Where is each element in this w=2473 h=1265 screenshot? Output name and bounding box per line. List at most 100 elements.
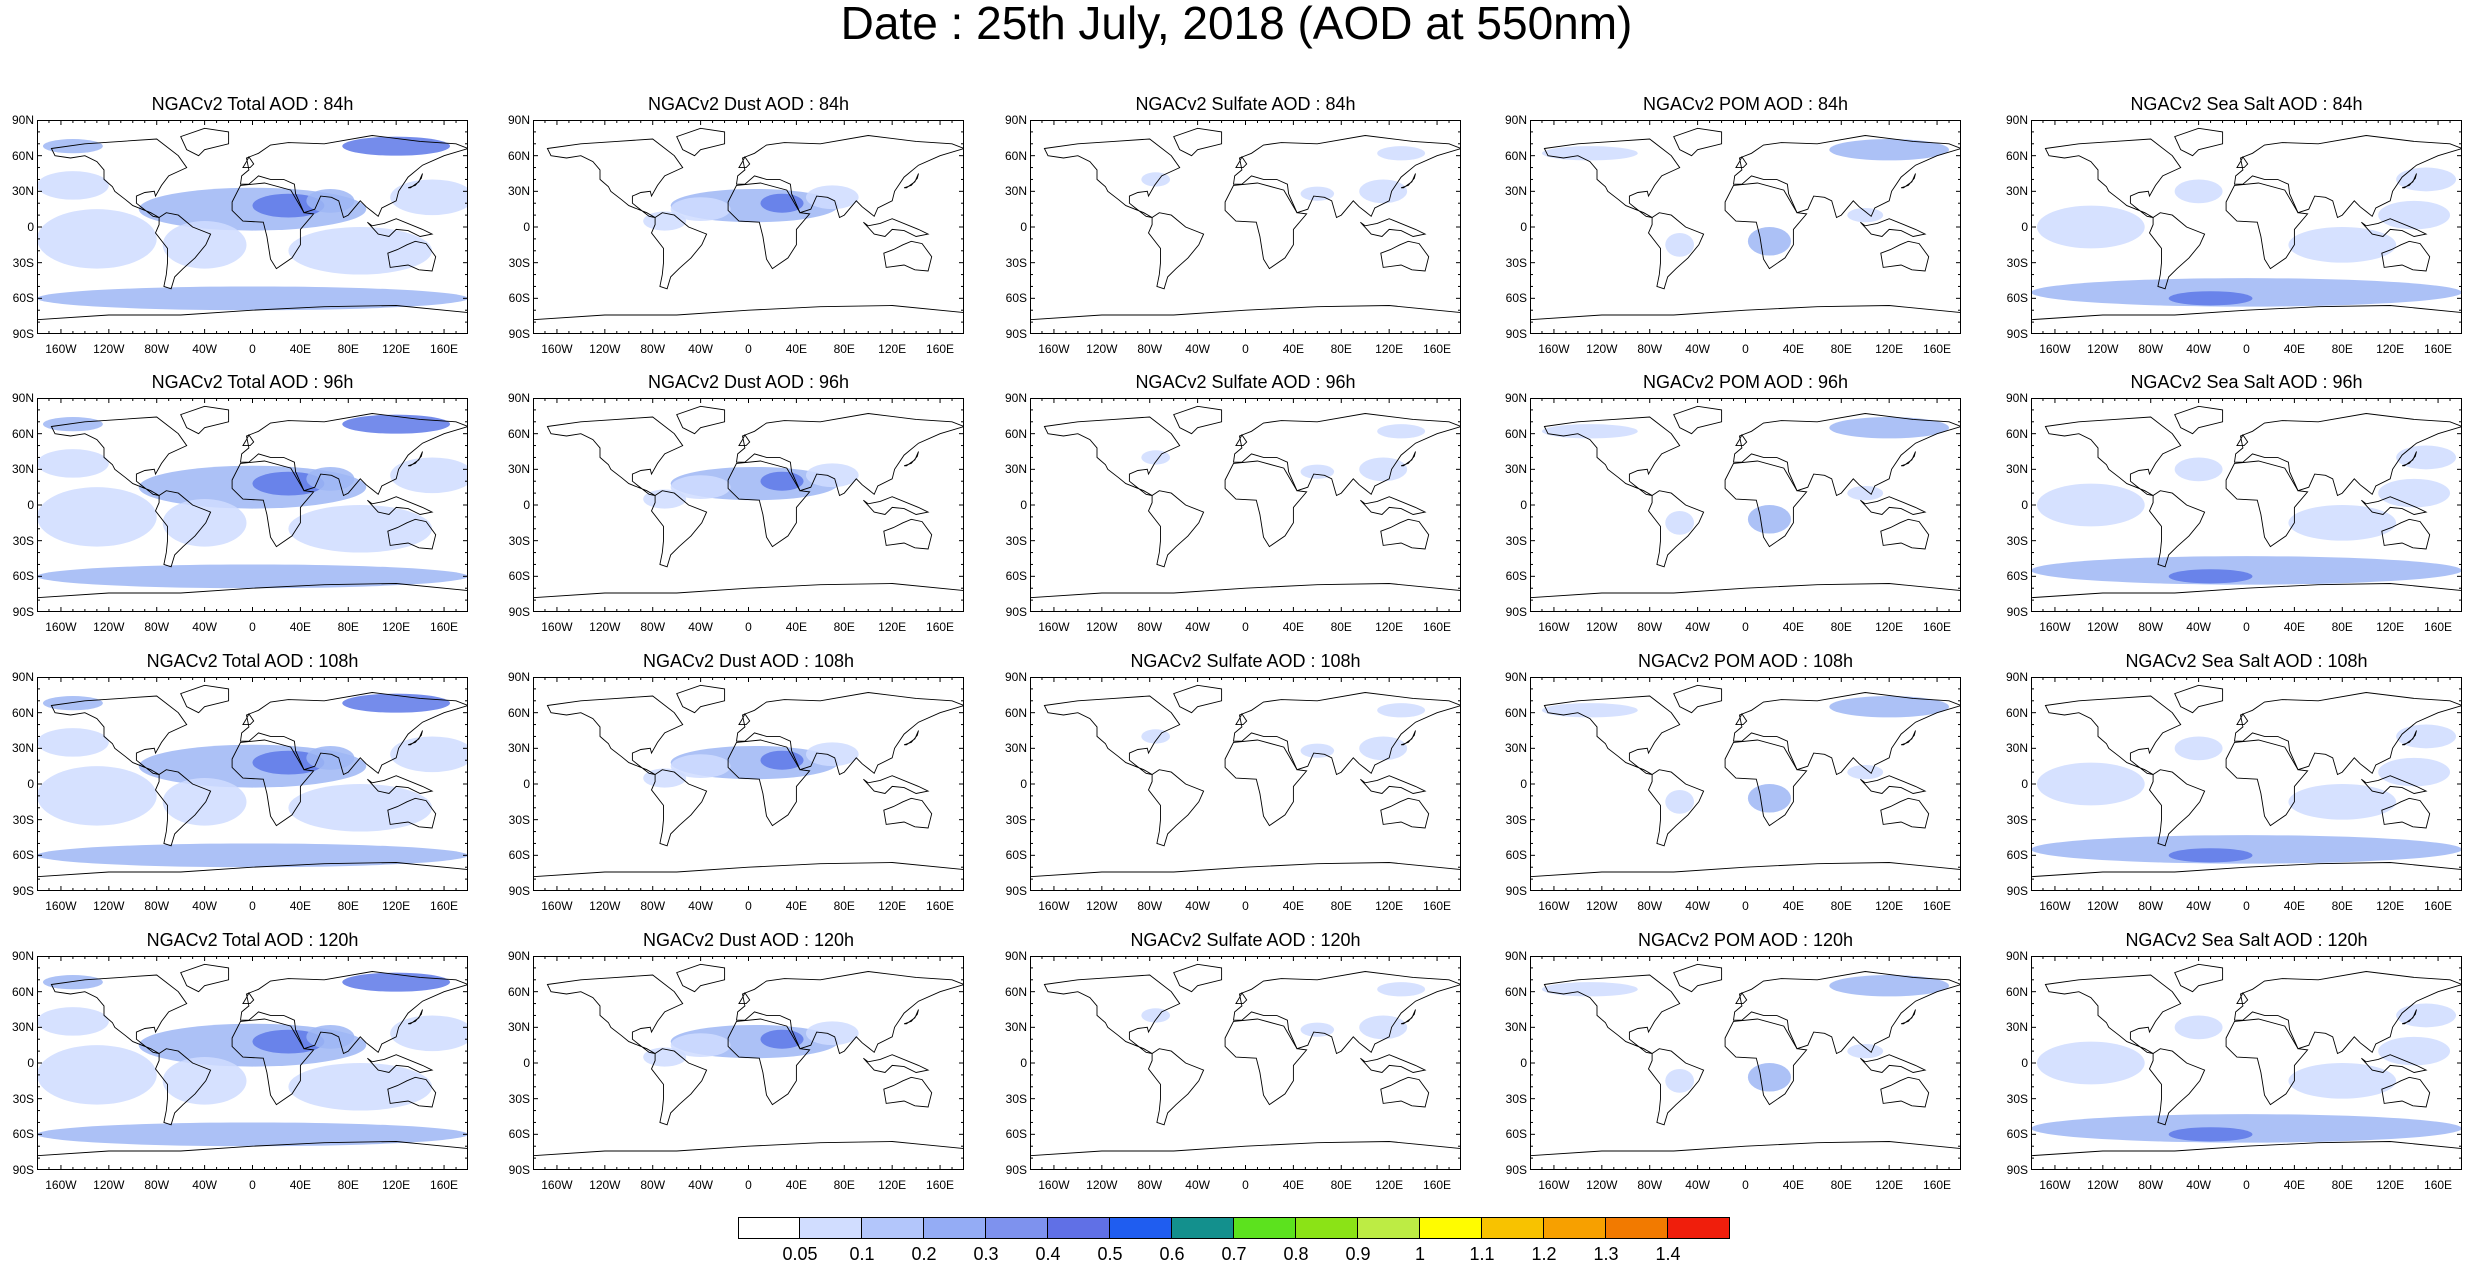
- lon-tick-label: 120E: [1875, 899, 1904, 913]
- colorbar-label: 0.3: [973, 1244, 999, 1264]
- lat-tick-label: 90S: [12, 1163, 34, 1177]
- coastline: [2044, 695, 2182, 775]
- coastline: [2174, 127, 2224, 157]
- lat-tick-label: 30S: [2006, 533, 2028, 548]
- coastline: [533, 862, 964, 891]
- lon-tick-label: 40W: [192, 1178, 217, 1192]
- panel-title: NGACv2 Sea Salt AOD : 108h: [2125, 651, 2368, 671]
- coastline: [407, 451, 423, 467]
- coastline: [50, 416, 188, 496]
- colorbar-label: 0.9: [1345, 1244, 1371, 1264]
- lon-tick-label: 80W: [640, 620, 666, 634]
- colorbar-label: 0.2: [911, 1244, 937, 1264]
- aod-shading: [760, 193, 804, 213]
- coastline: [1673, 405, 1723, 435]
- lon-tick-label: 120E: [2376, 342, 2405, 356]
- lon-tick-label: 80E: [337, 899, 359, 913]
- coastline: [546, 138, 684, 218]
- lat-tick-label: 60S: [1505, 1127, 1527, 1142]
- lon-tick-label: 40E: [1282, 620, 1305, 634]
- lon-tick-label: 40W: [1685, 899, 1710, 913]
- lon-tick-label: 40W: [2186, 620, 2211, 634]
- aod-shading: [1747, 227, 1791, 256]
- lat-tick-label: 60S: [1005, 291, 1027, 306]
- coastline: [154, 212, 212, 290]
- lat-tick-label: 0: [523, 498, 530, 512]
- aod-shading: [1541, 424, 1638, 439]
- lon-tick-label: 0: [1242, 899, 1249, 913]
- coastline: [1147, 490, 1205, 568]
- lat-tick-label: 0: [27, 220, 34, 234]
- aod-shading: [2174, 736, 2223, 761]
- lat-tick-label: 30N: [1504, 184, 1527, 199]
- coastline: [2031, 305, 2462, 334]
- panel-title: NGACv2 POM AOD : 96h: [1642, 372, 1849, 392]
- lat-tick-label: 0: [523, 220, 530, 234]
- lon-tick-label: 40E: [1282, 899, 1305, 913]
- coastline: [2381, 518, 2431, 550]
- lon-tick-label: 80E: [833, 899, 855, 913]
- coastline: [533, 1141, 964, 1170]
- lon-tick-label: 80W: [640, 1178, 666, 1192]
- lon-tick-label: 40E: [1282, 342, 1305, 356]
- panel-title: NGACv2 Sea Salt AOD : 120h: [2125, 930, 2368, 950]
- aod-shading: [2174, 1015, 2223, 1040]
- aod-shading: [805, 1021, 859, 1046]
- lon-tick-label: 120E: [382, 342, 411, 356]
- aod-map: [1030, 677, 1461, 891]
- lat-tick-label: 90S: [2006, 605, 2028, 619]
- coastline: [1735, 992, 1748, 1005]
- coastline: [367, 1054, 434, 1073]
- coastline: [180, 127, 230, 157]
- lat-tick-label: 90N: [1004, 113, 1027, 127]
- lat-tick-label: 60N: [1004, 426, 1027, 441]
- map-frame: [533, 398, 964, 612]
- lat-tick-label: 60N: [2005, 705, 2028, 720]
- coastline: [1880, 1076, 1930, 1108]
- lon-tick-label: 160E: [926, 342, 955, 356]
- coastline: [735, 971, 964, 1055]
- lat-tick-label: 90N: [507, 113, 530, 127]
- coastline: [367, 218, 434, 237]
- coastline: [1724, 460, 1808, 548]
- coastline: [883, 240, 933, 272]
- lat-tick-label: 60N: [11, 984, 34, 999]
- lat-tick-label: 90N: [1504, 113, 1527, 127]
- coastline: [533, 583, 964, 612]
- lon-tick-label: 160W: [541, 1178, 573, 1192]
- aod-shading: [37, 843, 468, 868]
- aod-map: [1030, 398, 1461, 612]
- lat-tick-label: 90S: [12, 884, 34, 898]
- coastline: [1530, 1141, 1961, 1170]
- coastline: [50, 138, 188, 218]
- aod-shading: [1541, 982, 1638, 997]
- map-panel: NGACv2 Sea Salt AOD : 96h 90N 60N 30N 0 30S 60…: [1994, 370, 2473, 644]
- colorbar-label: 1.2: [1531, 1244, 1557, 1264]
- lat-tick-label: 60N: [507, 426, 530, 441]
- lon-tick-label: 160W: [1038, 899, 1070, 913]
- coastline: [2225, 182, 2309, 270]
- aod-shading: [37, 209, 157, 269]
- aod-shading: [2036, 762, 2145, 806]
- lon-tick-label: 120E: [1375, 342, 1404, 356]
- coastline: [1173, 127, 1223, 157]
- aod-shading: [2036, 483, 2145, 527]
- lon-tick-label: 160E: [1923, 620, 1952, 634]
- aod-shading: [162, 778, 247, 826]
- lon-tick-label: 120W: [2087, 620, 2119, 634]
- coastline: [2225, 739, 2309, 827]
- aod-shading: [37, 487, 157, 547]
- lat-tick-label: 30S: [1005, 533, 1027, 548]
- lon-tick-label: 120E: [1375, 1178, 1404, 1192]
- lat-tick-label: 90N: [1004, 391, 1027, 405]
- lat-tick-label: 0: [523, 777, 530, 791]
- aod-shading: [1359, 736, 1408, 761]
- lon-tick-label: 160W: [1538, 899, 1570, 913]
- lat-tick-label: 30S: [1005, 255, 1027, 270]
- aod-shading: [1829, 975, 1950, 997]
- lon-tick-label: 120E: [2376, 1178, 2405, 1192]
- lat-tick-label: 60S: [508, 1127, 530, 1142]
- coastline: [727, 739, 811, 827]
- coastline: [1360, 1054, 1427, 1073]
- lon-tick-label: 160E: [430, 620, 459, 634]
